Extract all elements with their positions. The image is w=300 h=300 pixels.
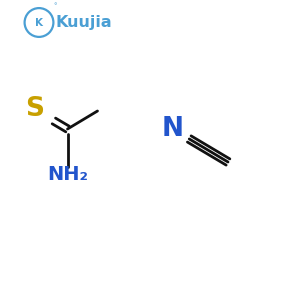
Text: °: ° <box>53 4 57 10</box>
Text: K: K <box>35 17 43 28</box>
Text: NH₂: NH₂ <box>47 164 88 184</box>
Text: Kuujia: Kuujia <box>55 15 112 30</box>
Text: N: N <box>161 116 184 142</box>
Text: S: S <box>25 97 44 122</box>
